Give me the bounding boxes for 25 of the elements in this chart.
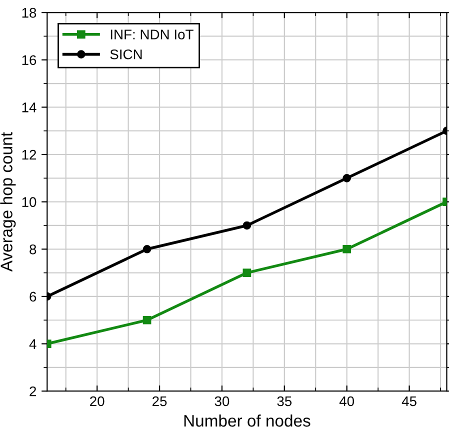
legend-label: SICN [110,49,142,60]
x-tick-label: 40 [339,396,354,406]
y-tick-label: 2 [30,386,36,396]
y-tick-label: 14 [22,102,36,112]
x-tick-label: 30 [214,396,230,406]
y-tick-label: 10 [22,197,36,207]
point [242,268,252,277]
y-tick-label: 18 [22,8,36,18]
y-tick-label: 16 [22,55,36,66]
legend-label: INF: NDN IoT [110,30,194,40]
x-tick-label: 20 [90,396,104,406]
y-tick-label: 12 [22,150,36,160]
x-tick-label: 45 [402,396,416,406]
y-tick-label: 6 [30,292,36,302]
y-tick-label: 8 [30,244,36,254]
point [342,244,352,254]
x-tick-label: 25 [152,396,167,406]
point [242,221,252,230]
y-tick-label: 4 [29,339,36,349]
y-axis-title: Average hop count [0,132,16,272]
point [142,244,152,254]
point [342,174,352,182]
point [142,316,152,324]
x-axis-title: Number of nodes [184,414,310,427]
x-tick-label: 35 [277,396,292,406]
